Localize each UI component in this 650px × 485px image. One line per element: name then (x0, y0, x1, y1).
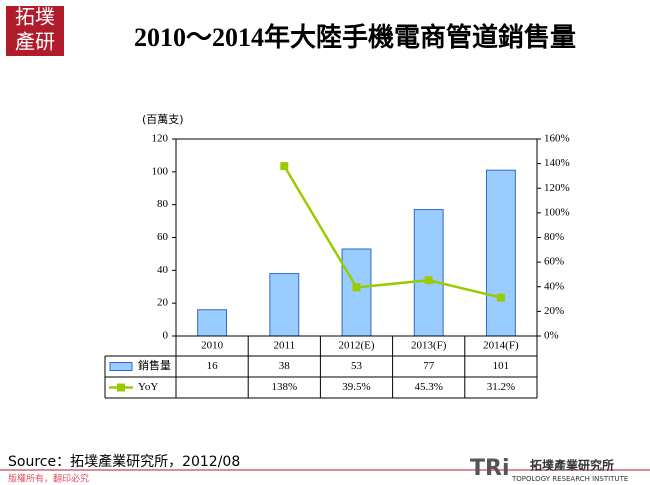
y-tick-label: 20 (157, 297, 169, 309)
table-cell: 45.3% (414, 381, 442, 393)
table-cell: 101 (493, 360, 510, 372)
x-tick-label: 2010 (201, 340, 224, 352)
x-tick-label: 2012(E) (338, 340, 374, 352)
bar (197, 309, 228, 337)
legend-label: 銷售量 (138, 358, 171, 372)
copyright: 版權所有，翻印必究 (8, 473, 89, 485)
logo-text: 拓墣 (15, 5, 55, 29)
table-cell: 138% (271, 381, 297, 393)
table-cell: 31.2% (487, 381, 515, 393)
y-tick-label: 40 (157, 264, 169, 276)
bar (269, 273, 300, 337)
y2-tick-label: 160% (544, 133, 570, 145)
table-cell: 39.5% (342, 381, 370, 393)
point (280, 162, 289, 171)
point (424, 276, 433, 285)
y-axis-label: (百萬支) (142, 113, 184, 126)
chart-title: 2010～2014年大陸手機電商管道銷售量 (134, 22, 576, 52)
table-cell: 77 (423, 360, 435, 372)
y-tick-label: 0 (163, 330, 169, 342)
brand-name: 拓墣產業研究所 (530, 458, 614, 473)
legend-swatch (117, 383, 125, 392)
y2-tick-label: 20% (544, 305, 564, 317)
y-tick-label: 120 (152, 133, 169, 145)
source: Source：拓墣產業研究所，2012/08 (8, 453, 240, 470)
table-cell: 16 (207, 360, 219, 372)
brand-en: TOPOLOGY RESEARCH INSTITUTE (511, 475, 628, 483)
y-tick-label: 60 (157, 231, 169, 243)
y2-tick-label: 120% (544, 182, 570, 194)
x-tick-label: 2014(F) (483, 340, 519, 352)
y2-tick-label: 140% (544, 157, 570, 169)
point (352, 283, 361, 292)
table-cell: 53 (351, 360, 363, 372)
y2-tick-label: 40% (544, 280, 564, 292)
bar (413, 209, 444, 337)
bar (341, 248, 372, 337)
x-tick-label: 2013(F) (411, 340, 447, 352)
y2-tick-label: 0% (544, 330, 559, 342)
brand-mark: TRi (470, 456, 510, 481)
y2-tick-label: 80% (544, 231, 564, 243)
bar (485, 169, 516, 337)
y-tick-label: 100 (152, 165, 169, 177)
y2-tick-label: 60% (544, 256, 564, 268)
x-tick-label: 2011 (274, 340, 296, 352)
y2-tick-label: 100% (544, 206, 570, 218)
table-cell: 38 (279, 360, 291, 372)
legend-label: YoY (138, 381, 158, 393)
legend-swatch (109, 362, 133, 371)
point (496, 293, 505, 302)
logo-text: 產研 (15, 30, 55, 54)
logo-box (6, 6, 64, 56)
line (283, 165, 502, 299)
y-tick-label: 80 (157, 198, 169, 210)
